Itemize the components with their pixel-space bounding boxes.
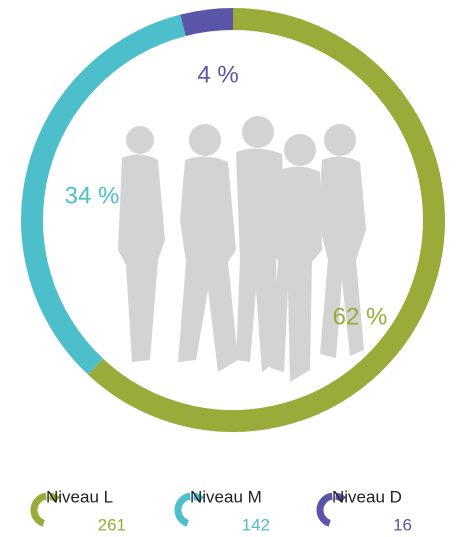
legend-icon: [320, 496, 332, 523]
legend-count: 142: [242, 515, 270, 534]
people-silhouettes: [118, 116, 366, 382]
page: {"chart_data": {"type": "donut", "catego…: [0, 0, 456, 537]
donut-segment: [183, 19, 233, 25]
legend-count: 16: [393, 515, 412, 534]
legend-count: 261: [98, 515, 126, 534]
legend-name: Niveau D: [332, 487, 402, 506]
legend-name: Niveau L: [46, 487, 113, 506]
percent-label: 4 %: [197, 61, 238, 88]
percent-label: 62 %: [333, 303, 388, 330]
legend-icon: [178, 496, 190, 523]
legend-name: Niveau M: [190, 487, 262, 506]
percent-label: 34 %: [65, 182, 120, 209]
legend-icon: [34, 496, 46, 523]
chart: 62 % 34 % 4 % Niveau L 261 Niveau M 142 Niveau …: [0, 0, 456, 537]
